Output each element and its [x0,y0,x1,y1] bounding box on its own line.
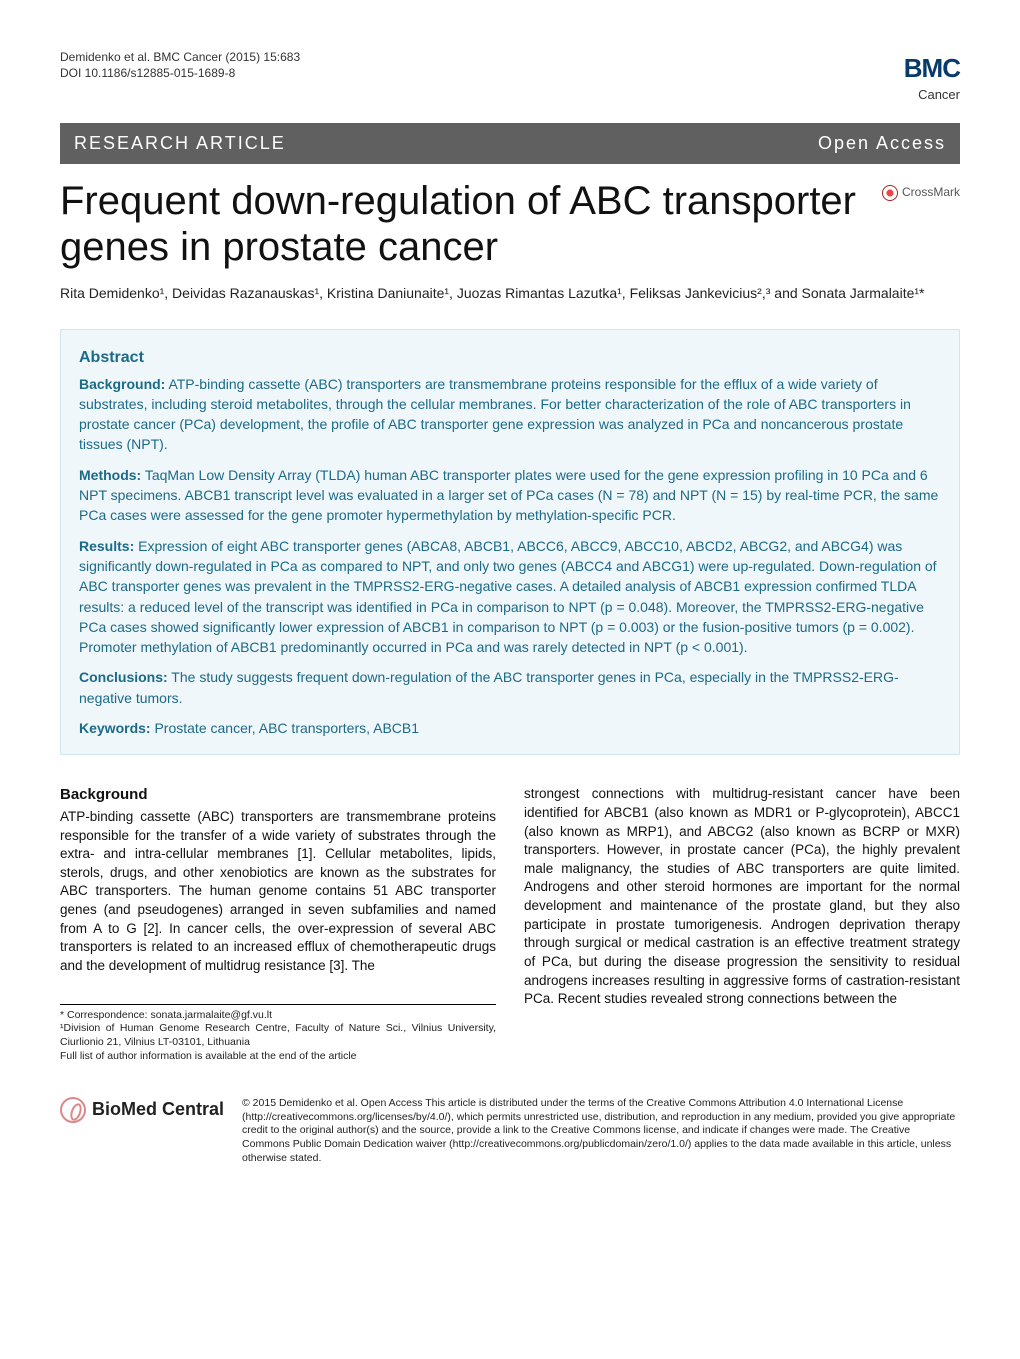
banner-right: Open Access [818,131,946,156]
banner-left: RESEARCH ARTICLE [74,131,286,156]
abstract-results-label: Results: [79,538,134,554]
article-title: Frequent down-regulation of ABC transpor… [60,178,882,270]
abstract-conclusions-label: Conclusions: [79,669,168,685]
abstract-background: Background: ATP-binding cassette (ABC) t… [79,374,941,455]
journal-logo-bottom: Cancer [918,87,960,102]
running-head: Demidenko et al. BMC Cancer (2015) 15:68… [60,50,960,105]
citation: Demidenko et al. BMC Cancer (2015) 15:68… [60,50,300,66]
abstract-box: Abstract Background: ATP-binding cassett… [60,329,960,755]
license-text: © 2015 Demidenko et al. Open Access This… [242,1097,960,1165]
abstract-methods-label: Methods: [79,467,141,483]
biomed-central-text: BioMed Central [92,1098,224,1121]
biomed-central-icon [60,1097,86,1123]
abstract-conclusions-text: The study suggests frequent down-regulat… [79,669,899,705]
abstract-conclusions: Conclusions: The study suggests frequent… [79,667,941,708]
abstract-background-text: ATP-binding cassette (ABC) transporters … [79,376,911,453]
column-right: strongest connections with multidrug-res… [524,785,960,1063]
background-text-col2: strongest connections with multidrug-res… [524,785,960,1009]
article-type-banner: RESEARCH ARTICLE Open Access [60,123,960,164]
crossmark-icon [882,185,898,201]
abstract-keywords: Keywords: Prostate cancer, ABC transport… [79,718,941,738]
abstract-keywords-label: Keywords: [79,720,151,736]
doi: DOI 10.1186/s12885-015-1689-8 [60,66,300,82]
abstract-background-label: Background: [79,376,165,392]
biomed-central-logo: BioMed Central [60,1097,224,1123]
body-columns: Background ATP-binding cassette (ABC) tr… [60,785,960,1063]
background-text-col1: ATP-binding cassette (ABC) transporters … [60,808,496,976]
correspondence-block: * Correspondence: sonata.jarmalaite@gf.v… [60,1004,496,1064]
abstract-results-text: Expression of eight ABC transporter gene… [79,538,937,655]
crossmark-label: CrossMark [902,185,960,199]
journal-logo-top: BMC [904,53,960,83]
column-left: Background ATP-binding cassette (ABC) tr… [60,785,496,1063]
correspondence-email: * Correspondence: sonata.jarmalaite@gf.v… [60,1009,496,1023]
abstract-methods-text: TaqMan Low Density Array (TLDA) human AB… [79,467,938,524]
author-list: Rita Demidenko¹, Deividas Razanauskas¹, … [60,284,960,304]
correspondence-affiliation: ¹Division of Human Genome Research Centr… [60,1022,496,1049]
abstract-results: Results: Expression of eight ABC transpo… [79,536,941,658]
background-heading: Background [60,785,496,806]
correspondence-note: Full list of author information is avail… [60,1050,496,1064]
journal-logo: BMC Cancer [904,50,960,105]
footer: BioMed Central © 2015 Demidenko et al. O… [60,1097,960,1165]
abstract-heading: Abstract [79,346,941,369]
abstract-methods: Methods: TaqMan Low Density Array (TLDA)… [79,465,941,526]
abstract-keywords-text: Prostate cancer, ABC transporters, ABCB1 [151,720,419,736]
crossmark-badge[interactable]: CrossMark [882,184,960,201]
